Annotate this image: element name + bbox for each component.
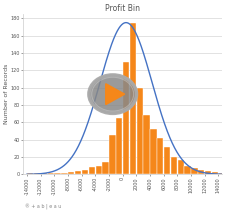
Polygon shape bbox=[105, 84, 124, 105]
Bar bbox=[177, 160, 183, 174]
Circle shape bbox=[88, 75, 136, 114]
Bar bbox=[115, 118, 122, 174]
Bar bbox=[27, 173, 33, 174]
Title: Profit Bin: Profit Bin bbox=[105, 4, 140, 13]
Bar bbox=[122, 62, 129, 174]
Bar bbox=[163, 147, 169, 174]
Bar bbox=[61, 173, 67, 174]
Bar bbox=[47, 173, 54, 174]
Bar bbox=[156, 138, 163, 174]
Text: ® + a b | e a u: ® + a b | e a u bbox=[25, 204, 61, 210]
Bar bbox=[129, 23, 135, 174]
Bar bbox=[34, 173, 40, 174]
Bar bbox=[143, 115, 149, 174]
Bar bbox=[150, 129, 156, 174]
Y-axis label: Number of Records: Number of Records bbox=[4, 64, 9, 124]
Bar bbox=[191, 168, 197, 174]
Bar bbox=[40, 173, 47, 174]
Bar bbox=[211, 172, 217, 174]
Bar bbox=[170, 157, 176, 174]
Bar bbox=[81, 170, 88, 174]
Bar bbox=[68, 172, 74, 174]
Bar bbox=[102, 162, 108, 174]
Bar bbox=[136, 88, 142, 174]
Bar bbox=[109, 135, 115, 174]
Bar bbox=[88, 167, 94, 174]
Bar bbox=[54, 173, 61, 174]
Bar bbox=[218, 173, 224, 174]
Bar bbox=[95, 166, 101, 174]
Bar bbox=[204, 171, 210, 174]
Bar bbox=[75, 171, 81, 174]
Bar bbox=[197, 170, 204, 174]
Bar bbox=[184, 166, 190, 174]
